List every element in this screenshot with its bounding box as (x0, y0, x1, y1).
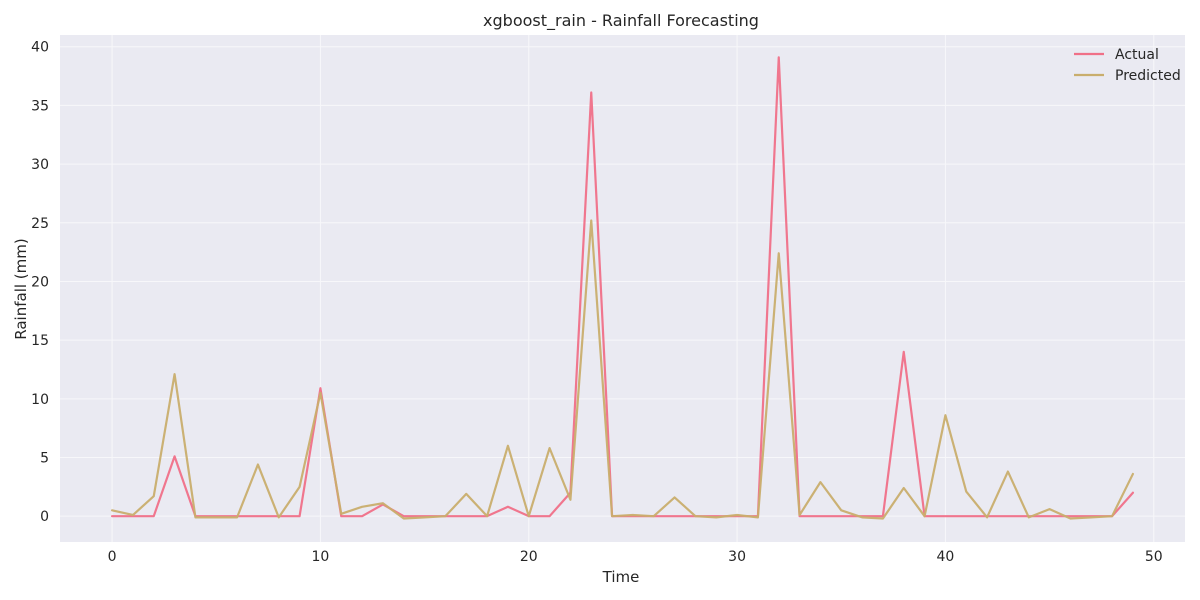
y-tick-label: 25 (31, 216, 49, 232)
x-tick-label: 50 (1145, 549, 1163, 565)
chart-title: xgboost_rain - Rainfall Forecasting (483, 11, 759, 31)
legend-label-actual: Actual (1115, 47, 1159, 63)
y-tick-label: 5 (40, 451, 49, 467)
legend-label-predicted: Predicted (1115, 68, 1181, 84)
x-tick-label: 30 (728, 549, 746, 565)
x-tick-label: 40 (937, 549, 955, 565)
x-axis-ticks: 0 10 20 30 40 50 (108, 549, 1163, 565)
y-tick-label: 35 (31, 98, 49, 114)
series-layer (110, 56, 1135, 520)
x-tick-label: 0 (108, 549, 117, 565)
y-tick-label: 0 (40, 509, 49, 525)
plot-area (60, 35, 1185, 542)
y-tick-label: 20 (31, 274, 49, 290)
grid (60, 35, 1185, 542)
y-tick-label: 10 (31, 392, 49, 408)
y-axis-ticks: 0 5 10 15 20 25 30 35 40 (31, 40, 49, 525)
x-axis-label: Time (602, 568, 640, 586)
y-axis-label: Rainfall (mm) (12, 238, 30, 339)
x-tick-label: 20 (520, 549, 538, 565)
y-tick-label: 15 (31, 333, 49, 349)
legend: Actual Predicted (1074, 47, 1181, 84)
y-tick-label: 30 (31, 157, 49, 173)
x-tick-label: 10 (312, 549, 330, 565)
y-tick-label: 40 (31, 40, 49, 56)
series-line-predicted (110, 219, 1135, 520)
